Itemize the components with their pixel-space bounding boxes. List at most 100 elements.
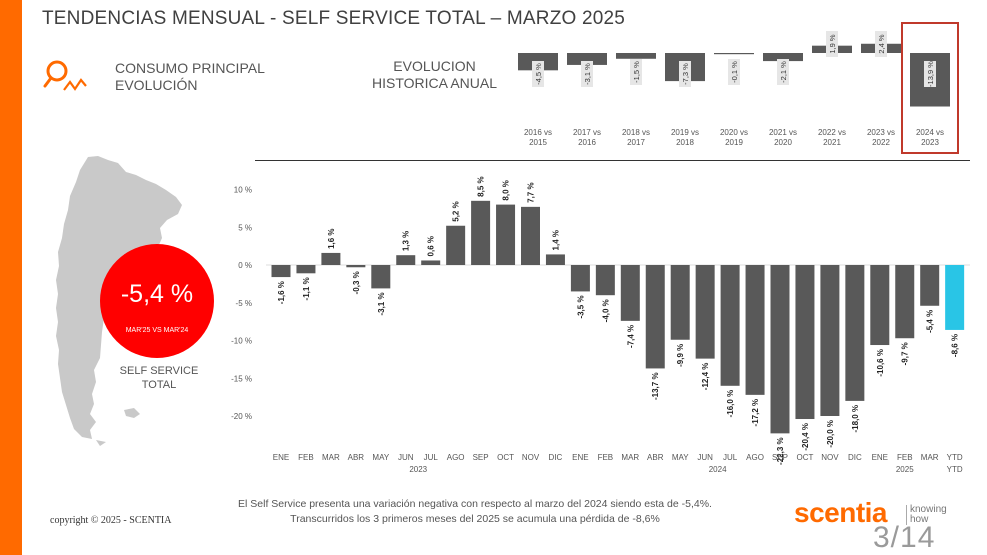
annual-category-label: 2020 <box>774 138 792 147</box>
monthly-value-label: -9,9 % <box>676 344 685 367</box>
annual-label-box <box>728 59 740 85</box>
annual-category-label: 2022 vs <box>818 128 846 137</box>
month-label: AGO <box>447 453 465 462</box>
annual-value-label: 1,9 % <box>828 34 837 54</box>
kpi-caption: SELF SERVICE TOTAL <box>112 364 206 392</box>
month-label: JUL <box>723 453 738 462</box>
monthly-value-label: -3,1 % <box>377 292 386 315</box>
month-label: FEB <box>598 453 614 462</box>
monthly-value-label: -1,6 % <box>277 281 286 304</box>
year-label: 2025 <box>896 465 914 474</box>
monthly-value-label: -4,0 % <box>601 299 610 322</box>
monthly-bar <box>895 265 915 339</box>
annual-value-label: -3,1 % <box>583 63 592 85</box>
copyright: copyright © 2025 - SCENTIA <box>50 515 172 526</box>
consumo-label: CONSUMO PRINCIPAL EVOLUCIÓN <box>115 60 265 94</box>
footnote: El Self Service presenta una variación n… <box>235 497 715 527</box>
month-label: DIC <box>848 453 862 462</box>
y-tick-label: 0 % <box>238 261 252 270</box>
monthly-value-label: -1,1 % <box>302 277 311 300</box>
annual-value-label: -4,5 % <box>534 63 543 85</box>
monthly-value-label: 7,7 % <box>527 182 536 202</box>
brand-name: scentia <box>794 497 888 528</box>
monthly-bar <box>695 265 715 359</box>
annual-label-box <box>777 59 789 85</box>
monthly-bar <box>870 265 890 346</box>
month-label: JUN <box>398 453 414 462</box>
monthly-value-label: -13,7 % <box>651 372 660 400</box>
annual-value-label: -1,5 % <box>632 61 641 83</box>
monthly-bar <box>421 260 441 265</box>
month-label: MAR <box>621 453 639 462</box>
monthly-bar <box>321 252 341 265</box>
annual-category-label: 2019 <box>725 138 743 147</box>
annual-category-label: 2020 vs <box>720 128 748 137</box>
monthly-value-label: 8,0 % <box>502 180 511 200</box>
month-label: YTD <box>947 453 963 462</box>
monthly-value-label: -12,4 % <box>701 363 710 391</box>
annual-category-label: 2018 vs <box>622 128 650 137</box>
year-label: 2023 <box>409 465 427 474</box>
month-label: OCT <box>497 453 514 462</box>
annual-category-label: 2016 <box>578 138 596 147</box>
month-label: MAR <box>322 453 340 462</box>
monthly-bar <box>770 265 790 434</box>
kpi-caption-line1: SELF SERVICE <box>119 365 199 377</box>
annual-bar <box>714 53 754 55</box>
monthly-bar <box>645 265 665 369</box>
monthly-value-label: -16,0 % <box>726 390 735 418</box>
monthly-value-label: -5,4 % <box>926 310 935 333</box>
page-title: TENDENCIAS MENSUAL - SELF SERVICE TOTAL … <box>42 8 626 29</box>
monthly-value-label: -22,3 % <box>776 437 785 465</box>
annual-value-label: -7,3 % <box>681 63 690 85</box>
annual-label-box <box>875 31 887 57</box>
annual-category-label: 2015 <box>529 138 547 147</box>
month-label: MAR <box>921 453 939 462</box>
annual-value-label: -0,1 % <box>730 61 739 83</box>
y-tick-label: -5 % <box>236 299 252 308</box>
historical-label: EVOLUCION HISTORICA ANUAL <box>372 58 497 92</box>
kpi-comparison: MAR'25 VS MAR'24 <box>125 327 189 334</box>
historical-label-line1: EVOLUCION <box>393 58 476 74</box>
year-label: YTD <box>947 465 963 474</box>
annual-category-label: 2022 <box>872 138 890 147</box>
annual-category-label: 2018 <box>676 138 694 147</box>
monthly-bar <box>371 265 391 289</box>
month-label: ENE <box>572 453 588 462</box>
month-label: FEB <box>897 453 913 462</box>
annual-category-label: 2023 vs <box>867 128 895 137</box>
annual-category-label: 2021 <box>823 138 841 147</box>
month-label: FEB <box>298 453 314 462</box>
annual-category-label: 2021 vs <box>769 128 797 137</box>
kpi-value: -5,4 % <box>120 280 194 308</box>
y-tick-label: -20 % <box>231 412 252 421</box>
year-label: 2024 <box>709 465 727 474</box>
month-label: ABR <box>647 453 664 462</box>
monthly-value-label: 8,5 % <box>477 176 486 196</box>
magnifier-trend-icon <box>42 58 98 100</box>
monthly-bar <box>620 265 640 321</box>
annual-bar <box>567 53 607 65</box>
month-label: JUL <box>424 453 439 462</box>
month-label: DIC <box>549 453 563 462</box>
annual-label-box <box>581 61 593 87</box>
monthly-bar <box>845 265 865 401</box>
highlight-box <box>901 22 959 154</box>
consumo-label-line2: EVOLUCIÓN <box>115 77 198 93</box>
monthly-bar <box>446 225 466 265</box>
monthly-bar <box>745 265 765 395</box>
monthly-bar <box>545 254 565 265</box>
annual-label-box <box>630 59 642 85</box>
section-divider <box>255 160 970 161</box>
monthly-value-label: -20,4 % <box>801 423 810 451</box>
monthly-bar <box>296 265 316 274</box>
y-tick-label: -10 % <box>231 337 252 346</box>
monthly-bar <box>920 265 940 306</box>
annual-value-label: -2,1 % <box>779 61 788 83</box>
monthly-value-label: -7,4 % <box>626 325 635 348</box>
month-label: MAY <box>672 453 689 462</box>
monthly-value-label: -9,7 % <box>901 342 910 365</box>
monthly-bar <box>346 265 366 268</box>
